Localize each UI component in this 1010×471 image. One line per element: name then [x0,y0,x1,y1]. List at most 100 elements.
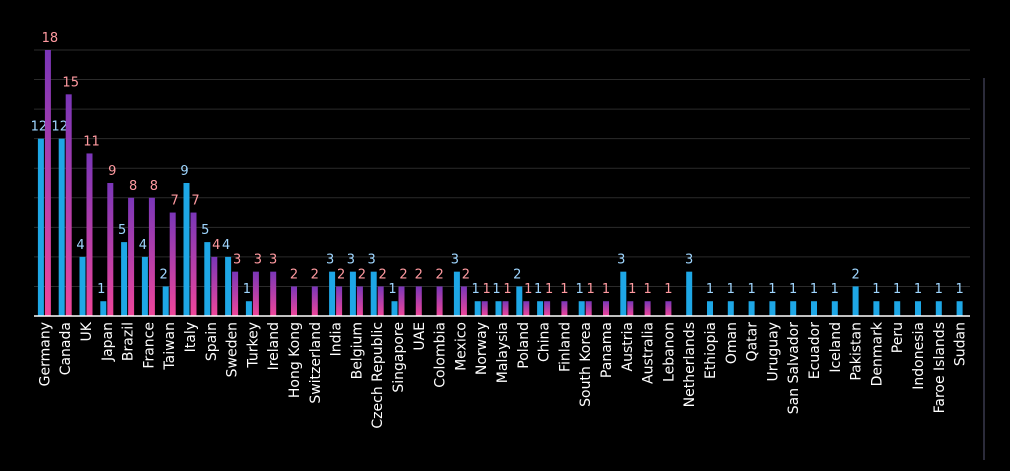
data-label-series-a: 1 [727,282,735,297]
bar-series-a [578,301,585,316]
data-label-series-b: 2 [337,267,345,282]
bar-series-a [329,271,336,316]
bar-series-a [100,301,107,316]
bar-series-a [245,301,252,316]
bar-series-b [460,286,467,316]
data-label-series-a: 1 [893,282,901,297]
data-label-series-a: 1 [492,282,500,297]
data-label-series-b: 1 [602,282,610,297]
bar-series-b [544,301,551,316]
data-label-series-b: 2 [435,267,443,282]
bar-series-a [831,301,838,316]
x-tick-label: Indonesia [911,322,927,390]
bar-series-a [769,301,776,316]
bar-series-a [391,301,398,316]
data-label-series-b: 1 [524,282,532,297]
x-tick-label: Singapore [391,322,407,393]
bar-series-a [707,301,713,316]
x-tick-label: Canada [58,322,74,375]
bar-series-b [377,286,384,316]
bar-series-a [894,301,901,316]
bar-series-a [873,301,880,316]
data-label-series-b: 2 [290,267,298,282]
x-tick-label: Turkey [245,322,261,369]
bar-series-b [291,286,297,316]
x-tick-label: Austria [620,322,636,371]
data-label-series-b: 3 [233,253,241,268]
bar-series-a [727,301,734,316]
data-label-series-b: 18 [42,31,59,46]
data-label-series-a: 2 [513,267,521,282]
x-tick-label: Sudan [953,322,969,366]
x-tick-label: Qatar [745,322,761,362]
x-tick-label: Finland [557,322,573,372]
data-label-series-a: 1 [810,282,818,297]
bar-series-a [790,301,797,316]
x-tick-label: San Salvador [786,322,802,414]
x-tick-label: Ireland [266,322,282,370]
x-tick-label: Denmark [869,321,885,386]
bar-series-a [225,256,232,316]
data-label-series-a: 1 [706,282,714,297]
data-label-series-b: 8 [150,179,158,194]
data-label-series-a: 2 [851,267,859,282]
data-label-series-a: 1 [747,282,755,297]
data-label-series-a: 1 [872,282,880,297]
data-label-series-a: 1 [789,282,797,297]
bar-series-a [37,138,44,316]
bar-series-a [349,271,356,316]
bar-series-a [79,256,86,316]
data-label-series-a: 1 [472,282,480,297]
data-label-series-b: 7 [191,194,199,209]
bar-series-b [190,212,197,316]
data-label-series-a: 4 [222,238,230,253]
data-label-series-a: 1 [576,282,584,297]
data-label-series-b: 4 [212,238,220,253]
data-label-series-b: 1 [628,282,636,297]
bar-series-b [336,286,343,316]
x-tick-label: Faroe Islands [932,322,948,413]
bar-series-a [686,271,693,316]
x-tick-label: Spain [204,322,220,361]
bar-series-a [370,271,377,316]
bar-series-b [169,212,176,316]
bar-series-b [436,286,443,316]
x-tick-label: Brazil [121,322,137,361]
data-label-series-b: 7 [171,194,179,209]
bar-series-b [415,286,422,316]
x-tick-label: Malaysia [495,322,511,383]
data-label-series-a: 3 [685,253,693,268]
bar-series-b [311,286,318,316]
data-label-series-a: 12 [31,120,48,135]
data-label-series-a: 5 [118,223,126,238]
x-tick-label: Uruguay [765,322,781,382]
bar-series-a [141,256,148,316]
bar-series-a [162,286,169,316]
data-label-series-b: 1 [560,282,568,297]
bar-series-b [44,50,51,316]
bar-series-a [620,271,627,316]
data-label-series-b: 2 [462,267,470,282]
data-label-series-b: 1 [545,282,553,297]
bar-series-b [644,301,651,316]
data-label-series-b: 11 [83,134,100,149]
data-label-series-a: 2 [160,267,168,282]
bar-series-b [398,286,405,316]
data-label-series-b: 3 [254,253,262,268]
bar-series-b [148,197,155,316]
bar-series-b [603,301,609,316]
x-tick-label: Norway [474,322,490,375]
data-label-series-a: 1 [97,282,105,297]
x-tick-label: Pakistan [849,322,865,381]
data-label-series-a: 1 [831,282,839,297]
x-tick-label: South Korea [578,322,594,407]
bar-series-a [121,242,128,316]
bar-series-a [915,301,921,316]
x-tick-label: Czech Republic [370,322,386,429]
data-label-series-b: 2 [379,267,387,282]
data-label-series-a: 1 [955,282,963,297]
data-label-series-a: 3 [368,253,376,268]
data-label-series-b: 1 [643,282,651,297]
x-tick-label: Iceland [828,322,844,373]
bar-series-b [585,301,592,316]
